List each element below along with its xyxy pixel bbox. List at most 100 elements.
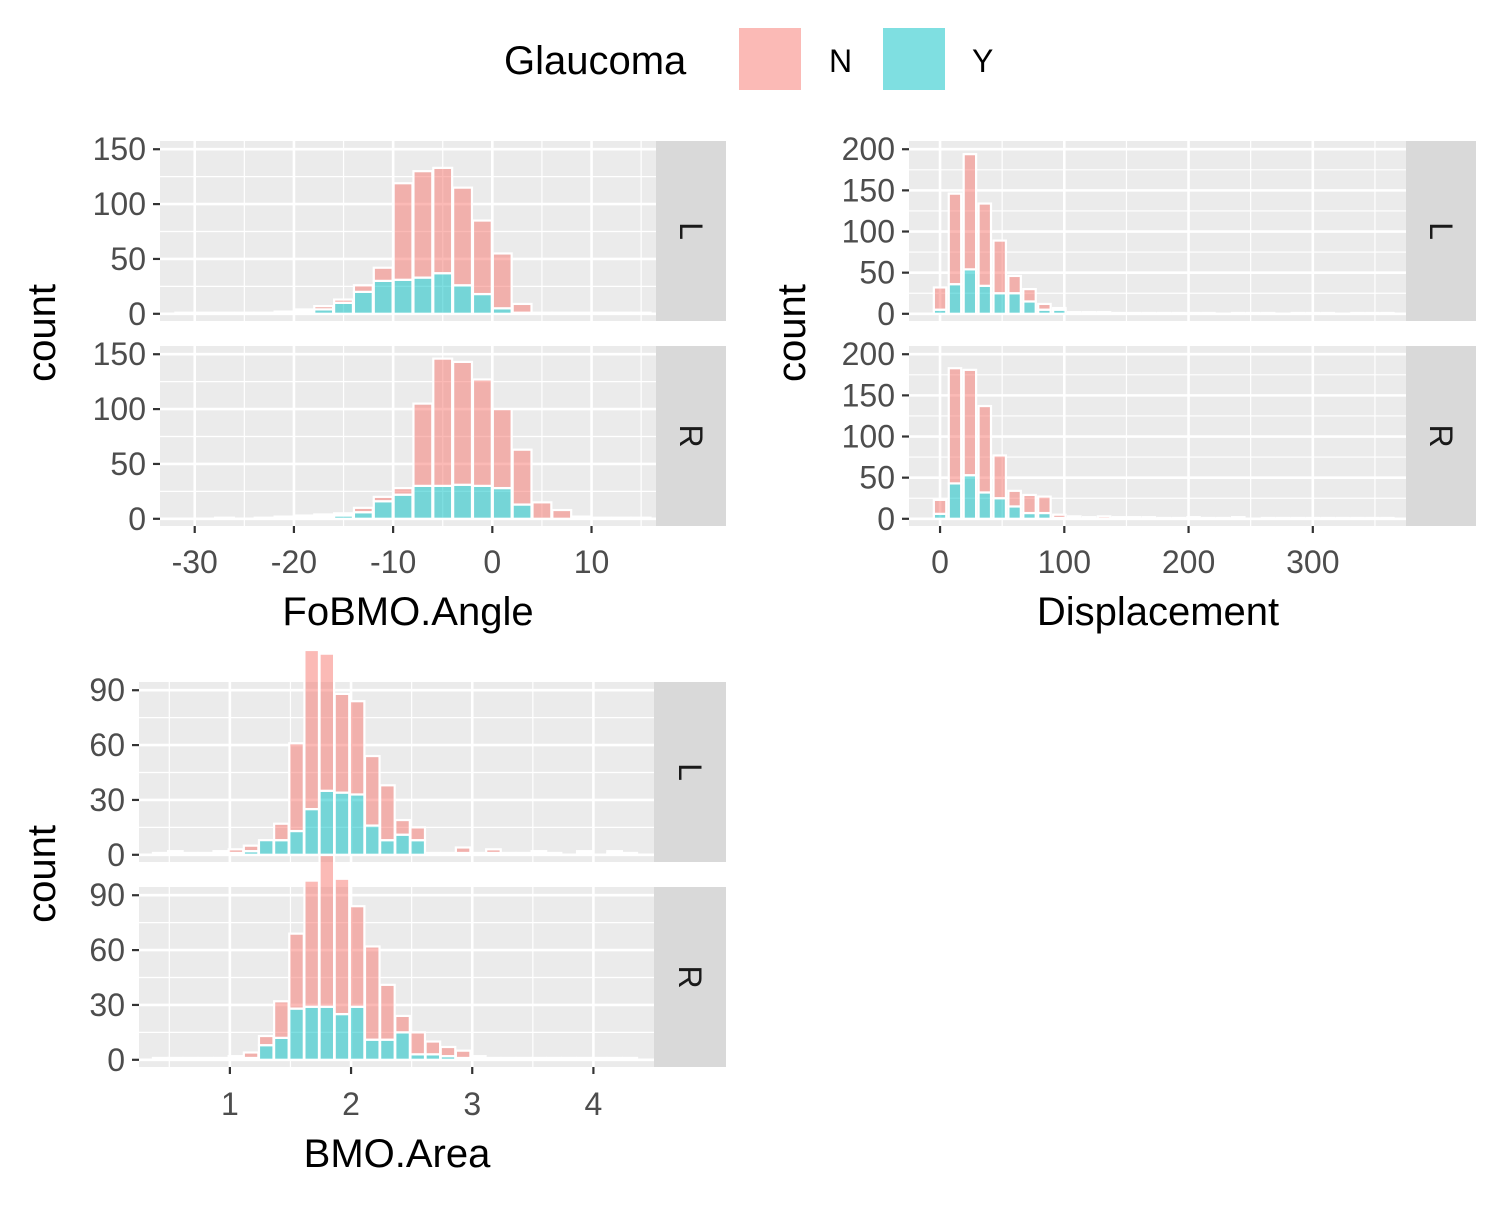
bar-n [992, 454, 1008, 500]
y-tick-label: 50 [859, 460, 895, 496]
bar-n [515, 1056, 533, 1061]
bar-y [1350, 516, 1365, 520]
x-axis-title: FoBMO.Angle [282, 590, 533, 634]
bar-y [432, 484, 454, 520]
bar-n [932, 498, 948, 515]
bar-n [1126, 516, 1142, 520]
bar-n [197, 851, 215, 856]
facet-l: 0 30 60 90 L [89, 648, 726, 873]
bar-n [1335, 516, 1350, 520]
bar-y [452, 483, 474, 520]
bar-y [1201, 311, 1216, 315]
bar-y [348, 793, 366, 856]
bar-n [1111, 311, 1127, 315]
bar-y [1320, 311, 1336, 315]
bar-n [947, 192, 963, 286]
bar-n [348, 700, 366, 796]
bar-y [303, 1005, 321, 1061]
y-tick-label: 150 [842, 377, 895, 413]
bar-y [471, 484, 493, 520]
bar-n [363, 754, 381, 827]
bar-n [454, 846, 472, 855]
y-tick-label: 90 [89, 877, 125, 913]
bar-n [591, 1056, 608, 1061]
bar-n [273, 515, 295, 519]
y-tick-label: 30 [89, 782, 125, 818]
facet-strip-label: L [673, 222, 709, 240]
bar-n [947, 367, 963, 485]
facet-strip-label: L [1423, 222, 1459, 240]
y-tick-label: 90 [89, 672, 125, 708]
bar-y [1260, 516, 1276, 520]
bar-y [332, 301, 355, 315]
bar-y [1171, 311, 1186, 315]
bar-n [318, 853, 336, 1008]
bar-n [352, 506, 374, 514]
bar-y [1141, 311, 1157, 315]
bar-y [333, 791, 351, 856]
bar-n [409, 1031, 427, 1056]
bar-n [977, 404, 993, 494]
facet-strip [656, 141, 726, 321]
bar-n [332, 512, 355, 517]
bar-n [1007, 489, 1022, 508]
bar-n [213, 516, 236, 520]
bar-y [471, 292, 493, 315]
bar-n [1365, 516, 1380, 520]
x-tick-label: 2 [342, 1086, 360, 1122]
bar-n [313, 513, 335, 518]
facet-l: 0 50 100 150 L [93, 131, 726, 332]
bar-y [194, 311, 216, 315]
bar-y [1007, 292, 1022, 315]
bar-n [606, 1056, 623, 1061]
bar-y [1245, 311, 1261, 315]
bar-n [1186, 311, 1201, 315]
bar-y [363, 824, 381, 856]
bar-n [571, 311, 593, 315]
facet-strip [1406, 141, 1476, 321]
y-tick-label: 150 [93, 336, 146, 372]
bar-n [962, 368, 978, 477]
bar-n [253, 311, 275, 315]
bar-n [511, 302, 533, 314]
facet-strip [654, 682, 726, 862]
bar-y [333, 1012, 351, 1061]
bar-n [424, 1040, 442, 1056]
bar-y [257, 1044, 275, 1061]
bar-y [412, 484, 434, 520]
bar-n [439, 1045, 457, 1058]
bar-y [992, 292, 1008, 315]
y-tick-label: 200 [842, 131, 895, 167]
bar-y [233, 311, 255, 315]
legend-key-y [883, 28, 945, 90]
bar-y [318, 1005, 336, 1061]
bar-n [531, 311, 553, 315]
bar-n [452, 186, 474, 287]
bar-n [394, 818, 411, 836]
bar-n [1290, 516, 1306, 520]
bar-n [1096, 311, 1112, 315]
bar-y [947, 283, 963, 315]
x-tick-label: -10 [370, 544, 416, 580]
bar-n [1275, 516, 1291, 520]
bar-n [166, 1056, 184, 1061]
bar-y [977, 284, 993, 315]
bar-y [610, 311, 632, 315]
bar-n [273, 822, 290, 842]
bar-y [363, 1038, 381, 1061]
bar-n [1156, 311, 1172, 315]
chart-1: 0 50 100 150 200 L 0 50 100 150 200 R 0 100 200 300Disp… [770, 131, 1476, 634]
bar-n [412, 170, 434, 279]
bar-n [333, 877, 351, 1016]
bar-y [491, 486, 513, 520]
bar-n [1081, 311, 1097, 315]
bar-y [379, 1038, 396, 1061]
y-tick-label: 50 [110, 446, 146, 482]
bar-n [511, 448, 533, 506]
bar-n [392, 486, 414, 496]
legend-label-n: N [829, 43, 852, 79]
bar-y [412, 276, 434, 315]
bar-n [491, 252, 513, 310]
bar-n [293, 308, 315, 313]
